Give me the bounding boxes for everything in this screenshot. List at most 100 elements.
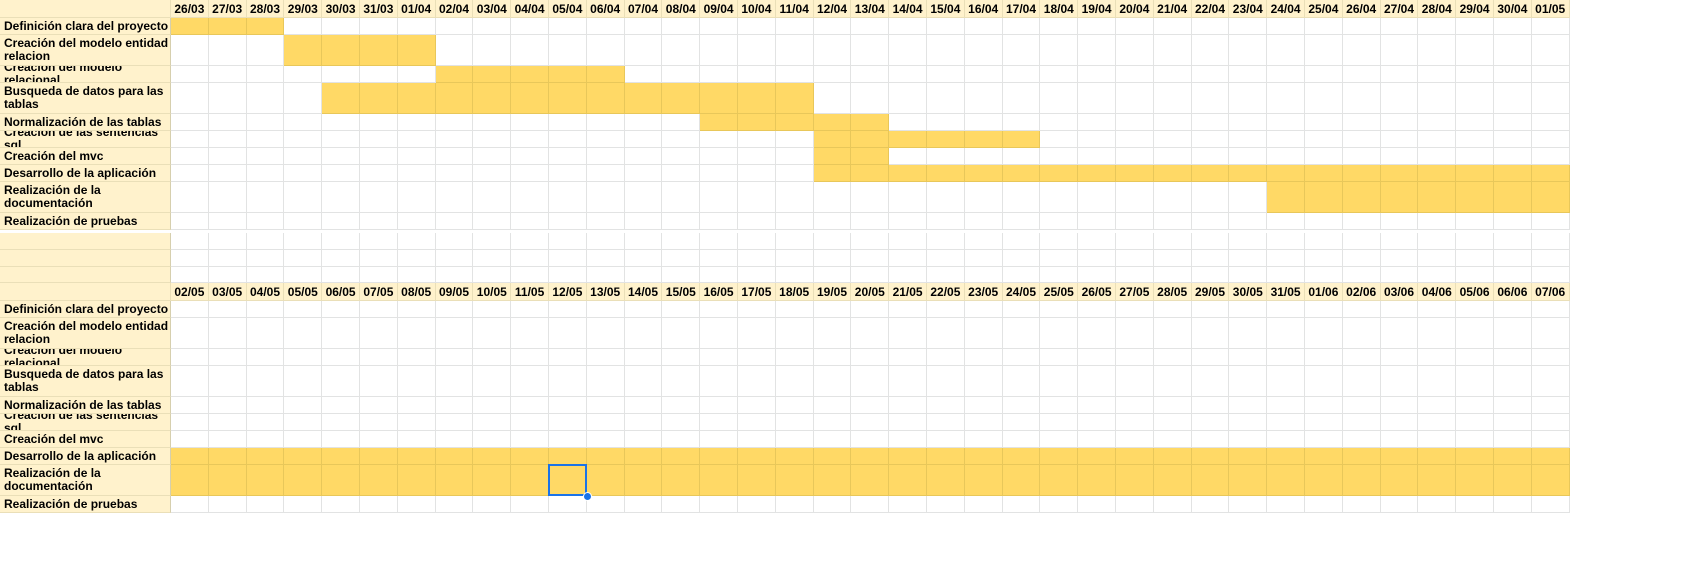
grid-cell[interactable]	[549, 349, 587, 366]
grid-cell[interactable]	[1002, 301, 1041, 318]
grid-cell[interactable]	[1078, 131, 1116, 148]
date-header[interactable]: 08/04	[662, 0, 701, 18]
gantt-filled-cell[interactable]	[1267, 448, 1305, 465]
grid-cell[interactable]	[1267, 131, 1305, 148]
task-label[interactable]: Normalización de las tablas	[0, 114, 171, 131]
grid-cell[interactable]	[511, 114, 549, 131]
date-header[interactable]: 04/06	[1418, 283, 1457, 301]
gantt-filled-cell[interactable]	[549, 83, 587, 114]
grid-cell[interactable]	[549, 213, 587, 230]
grid-cell[interactable]	[1531, 148, 1570, 165]
gantt-filled-cell[interactable]	[549, 448, 587, 465]
grid-cell[interactable]	[1040, 318, 1079, 349]
gantt-filled-cell[interactable]	[511, 448, 549, 465]
grid-cell[interactable]	[964, 431, 1003, 448]
grid-cell[interactable]	[208, 267, 247, 283]
grid-cell[interactable]	[435, 318, 474, 349]
grid-cell[interactable]	[360, 496, 398, 513]
grid-cell[interactable]	[1380, 213, 1419, 230]
grid-cell[interactable]	[1305, 18, 1343, 35]
date-header[interactable]: 22/05	[927, 283, 965, 301]
gantt-filled-cell[interactable]	[360, 35, 398, 66]
grid-cell[interactable]	[1040, 349, 1079, 366]
task-label[interactable]: Desarrollo de la aplicación	[0, 165, 171, 182]
grid-cell[interactable]	[473, 414, 512, 431]
gantt-filled-cell[interactable]	[171, 465, 209, 496]
grid-cell[interactable]	[927, 431, 965, 448]
date-header[interactable]: 05/04	[549, 0, 587, 18]
grid-cell[interactable]	[1418, 414, 1457, 431]
grid-cell[interactable]	[1153, 131, 1192, 148]
grid-cell[interactable]	[1078, 431, 1116, 448]
grid-cell[interactable]	[889, 182, 927, 213]
grid-cell[interactable]	[624, 496, 663, 513]
grid-cell[interactable]	[284, 349, 323, 366]
grid-cell[interactable]	[586, 18, 625, 35]
grid-cell[interactable]	[1494, 366, 1532, 397]
grid-cell[interactable]	[322, 301, 360, 318]
grid-cell[interactable]	[927, 18, 965, 35]
grid-cell[interactable]	[927, 148, 965, 165]
grid-cell[interactable]	[775, 431, 814, 448]
gantt-filled-cell[interactable]	[964, 165, 1003, 182]
grid-cell[interactable]	[1002, 318, 1041, 349]
grid-cell[interactable]	[511, 318, 549, 349]
date-header[interactable]: 09/04	[700, 0, 738, 18]
grid-cell[interactable]	[284, 131, 323, 148]
grid-cell[interactable]	[1153, 148, 1192, 165]
grid-cell[interactable]	[1531, 83, 1570, 114]
grid-cell[interactable]	[1494, 114, 1532, 131]
grid-cell[interactable]	[360, 397, 398, 414]
grid-cell[interactable]	[1229, 66, 1268, 83]
grid-cell[interactable]	[662, 431, 701, 448]
grid-cell[interactable]	[662, 414, 701, 431]
grid-cell[interactable]	[1531, 131, 1570, 148]
grid-cell[interactable]	[1342, 496, 1381, 513]
grid-cell[interactable]	[246, 414, 285, 431]
grid-cell[interactable]	[171, 496, 209, 513]
grid-cell[interactable]	[624, 250, 663, 267]
grid-cell[interactable]	[1078, 366, 1116, 397]
grid-cell[interactable]	[889, 35, 927, 66]
gantt-filled-cell[interactable]	[851, 465, 890, 496]
grid-cell[interactable]	[397, 397, 436, 414]
grid-cell[interactable]	[284, 182, 323, 213]
grid-cell[interactable]	[927, 414, 965, 431]
grid-cell[interactable]	[813, 83, 852, 114]
gantt-filled-cell[interactable]	[738, 83, 776, 114]
gantt-filled-cell[interactable]	[208, 18, 247, 35]
grid-cell[interactable]	[473, 35, 512, 66]
date-header[interactable]: 27/04	[1380, 0, 1419, 18]
grid-cell[interactable]	[246, 165, 285, 182]
grid-cell[interactable]	[360, 131, 398, 148]
grid-cell[interactable]	[700, 182, 738, 213]
date-header[interactable]: 12/04	[813, 0, 852, 18]
grid-cell[interactable]	[1229, 213, 1268, 230]
grid-cell[interactable]	[813, 35, 852, 66]
grid-cell[interactable]	[738, 267, 776, 283]
grid-cell[interactable]	[1191, 349, 1230, 366]
gantt-filled-cell[interactable]	[662, 83, 701, 114]
grid-cell[interactable]	[738, 397, 776, 414]
grid-cell[interactable]	[1494, 431, 1532, 448]
grid-cell[interactable]	[1531, 233, 1570, 250]
grid-cell[interactable]	[1342, 148, 1381, 165]
grid-cell[interactable]	[662, 131, 701, 148]
grid-cell[interactable]	[1002, 267, 1041, 283]
gantt-filled-cell[interactable]	[851, 114, 890, 131]
grid-cell[interactable]	[1191, 267, 1230, 283]
grid-cell[interactable]	[1267, 366, 1305, 397]
grid-cell[interactable]	[662, 165, 701, 182]
grid-cell[interactable]	[1191, 366, 1230, 397]
grid-cell[interactable]	[360, 267, 398, 283]
grid-cell[interactable]	[435, 366, 474, 397]
grid-cell[interactable]	[662, 267, 701, 283]
grid-cell[interactable]	[1418, 397, 1457, 414]
gantt-filled-cell[interactable]	[1531, 448, 1570, 465]
grid-cell[interactable]	[360, 414, 398, 431]
grid-cell[interactable]	[851, 267, 890, 283]
grid-cell[interactable]	[1267, 83, 1305, 114]
grid-cell[interactable]	[171, 431, 209, 448]
grid-cell[interactable]	[1002, 114, 1041, 131]
grid-cell[interactable]	[208, 496, 247, 513]
